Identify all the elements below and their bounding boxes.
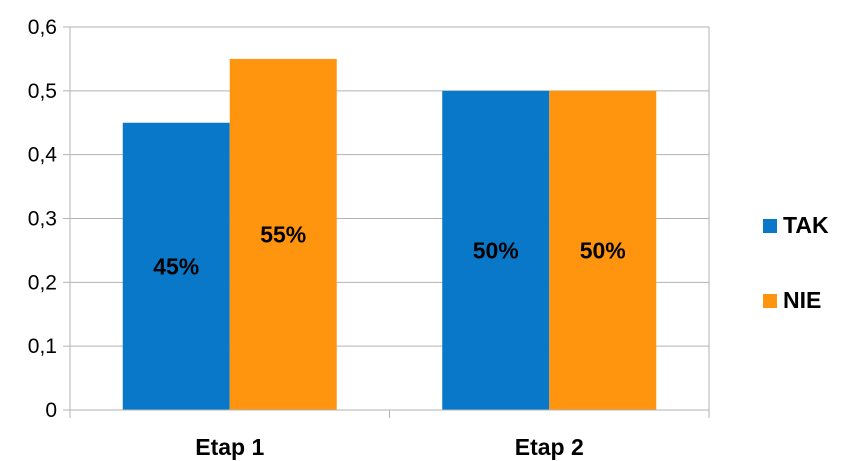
- y-tick-label: 0,2: [28, 271, 57, 294]
- bar-nie-1: [229, 58, 337, 411]
- bar-nie-2: [549, 90, 657, 410]
- bar-tak-2: [442, 90, 550, 410]
- y-tick-label: 0,5: [28, 80, 57, 103]
- legend-label-tak: TAK: [783, 212, 829, 238]
- y-tick-label: 0: [45, 399, 57, 422]
- bar-tak-1: [122, 122, 230, 410]
- legend-swatch-tak: [763, 219, 777, 233]
- axis-layer: 0 0,1 0,2 0,3 0,4 0,5 0,6 Etap 1 Etap 2: [28, 16, 710, 460]
- y-tick-label: 0,3: [28, 208, 57, 231]
- data-label: 45%: [153, 253, 199, 279]
- y-tick-label: 0,4: [28, 144, 58, 167]
- x-category-label: Etap 2: [515, 434, 584, 460]
- labels-layer: 45% 55% 50% 50%: [153, 221, 626, 279]
- y-tick-label: 0,6: [28, 16, 57, 39]
- data-label: 50%: [580, 237, 626, 263]
- bars-layer: [122, 58, 657, 411]
- legend: TAK NIE: [763, 212, 829, 313]
- data-label: 55%: [260, 221, 306, 247]
- data-label: 50%: [473, 237, 519, 263]
- legend-swatch-nie: [763, 294, 777, 308]
- legend-label-nie: NIE: [783, 287, 821, 313]
- x-category-label: Etap 1: [195, 434, 264, 460]
- y-tick-label: 0,1: [28, 335, 57, 358]
